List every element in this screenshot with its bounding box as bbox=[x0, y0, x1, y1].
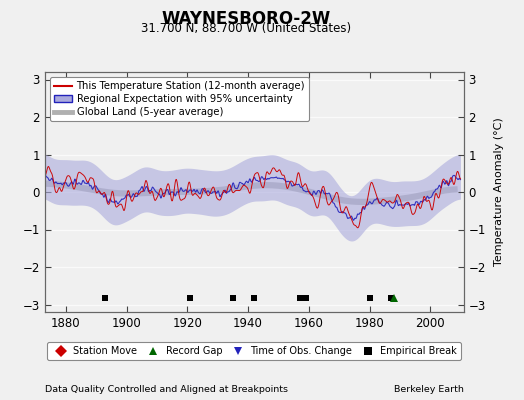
Text: WAYNESBORO-2W: WAYNESBORO-2W bbox=[162, 10, 331, 28]
Text: 31.700 N, 88.700 W (United States): 31.700 N, 88.700 W (United States) bbox=[141, 22, 352, 35]
Legend: Station Move, Record Gap, Time of Obs. Change, Empirical Break: Station Move, Record Gap, Time of Obs. C… bbox=[47, 342, 461, 360]
Text: Berkeley Earth: Berkeley Earth bbox=[394, 385, 464, 394]
Y-axis label: Temperature Anomaly (°C): Temperature Anomaly (°C) bbox=[494, 118, 504, 266]
Text: Data Quality Controlled and Aligned at Breakpoints: Data Quality Controlled and Aligned at B… bbox=[45, 385, 288, 394]
